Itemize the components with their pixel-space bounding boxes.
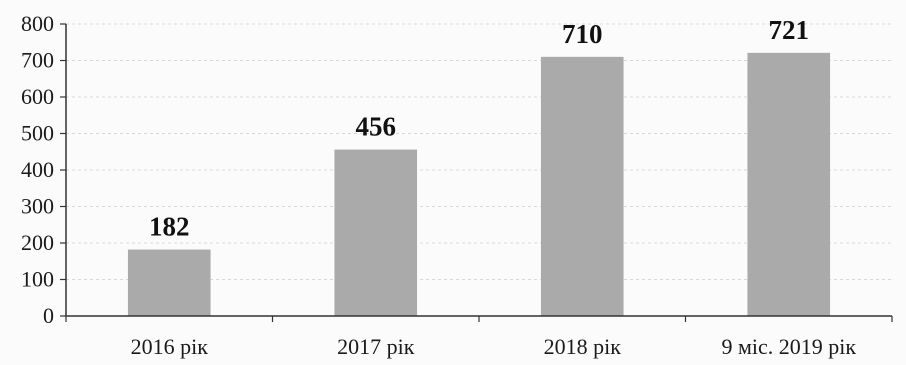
y-tick-label-4: 400 [21,157,54,182]
y-tick-label-2: 200 [21,230,54,255]
data-labels: 182 456 710 721 [149,15,809,242]
bars [127,52,831,317]
x-tick-label-0: 2016 рік [131,334,209,359]
y-tick-label-7: 700 [21,48,54,73]
data-label-3: 721 [769,15,810,45]
y-tick-label-8: 800 [21,11,54,36]
data-label-1: 456 [356,112,397,142]
x-tick-labels: 2016 рік 2017 рік 2018 рік 9 міс. 2019 рік [131,334,857,359]
data-label-2: 710 [562,19,603,49]
x-tick-label-3: 9 міс. 2019 рік [721,334,856,359]
y-tick-label-5: 500 [21,121,54,146]
axes [60,23,893,322]
data-label-0: 182 [149,212,190,242]
bar-2 [540,56,624,316]
x-tick-label-1: 2017 рік [337,334,415,359]
bar-3 [747,52,831,317]
bar-0 [127,249,211,316]
y-tick-labels: 0 100 200 300 400 500 600 700 800 [21,11,54,328]
x-tick-label-2: 2018 рік [544,334,622,359]
bar-1 [334,149,418,316]
y-tick-label-3: 300 [21,194,54,219]
y-tick-label-6: 600 [21,84,54,109]
y-tick-label-1: 100 [21,267,54,292]
y-tick-label-0: 0 [43,303,54,328]
